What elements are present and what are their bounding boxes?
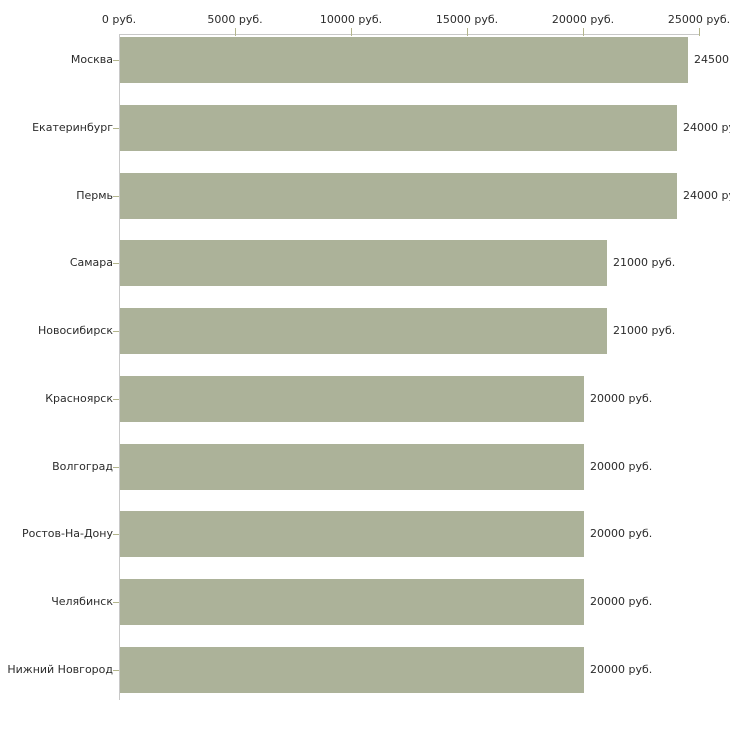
category-label: Красноярск <box>45 392 113 405</box>
category-label: Москва <box>70 53 113 66</box>
category-label: Ростов-На-Дону <box>21 527 113 540</box>
x-tick-label: 20000 руб. <box>551 13 615 26</box>
bar-10 <box>120 647 584 693</box>
bar-6 <box>120 376 584 422</box>
x-tick-mark <box>583 28 584 36</box>
x-tick-label: 15000 руб. <box>435 13 499 26</box>
x-tick-mark <box>235 28 236 36</box>
x-axis-line <box>119 34 700 35</box>
bar-8 <box>120 511 584 557</box>
category-tick-mark <box>113 670 119 671</box>
bar-value-label: 20000 руб. <box>590 663 653 676</box>
category-tick-mark <box>113 399 119 400</box>
x-tick-mark <box>699 28 700 36</box>
bar-value-label: 24000 руб. <box>683 121 730 134</box>
x-tick-label: 25000 руб. <box>667 13 730 26</box>
x-tick-label: 10000 руб. <box>319 13 383 26</box>
category-tick-mark <box>113 60 119 61</box>
category-tick-mark <box>113 602 119 603</box>
category-label: Самара <box>69 256 113 269</box>
category-tick-mark <box>113 263 119 264</box>
x-tick-label: 5000 руб. <box>207 13 263 26</box>
bar-value-label: 21000 руб. <box>613 256 676 269</box>
bar-value-label: 20000 руб. <box>590 527 653 540</box>
category-label: Волгоград <box>52 460 113 473</box>
category-tick-mark <box>113 196 119 197</box>
bar-5 <box>120 308 607 354</box>
category-label: Екатеринбург <box>32 121 113 134</box>
bar-value-label: 20000 руб. <box>590 460 653 473</box>
category-label: Новосибирск <box>37 324 113 337</box>
category-label: Пермь <box>76 189 113 202</box>
bar-value-label: 24000 руб. <box>683 189 730 202</box>
x-tick-mark <box>351 28 352 36</box>
bar-1 <box>120 37 688 83</box>
bar-value-label: 24500 руб. <box>694 53 730 66</box>
bar-9 <box>120 579 584 625</box>
bar-value-label: 20000 руб. <box>590 595 653 608</box>
category-label: Челябинск <box>51 595 113 608</box>
bar-2 <box>120 105 677 151</box>
bar-value-label: 21000 руб. <box>613 324 676 337</box>
x-tick-mark <box>467 28 468 36</box>
category-tick-mark <box>113 331 119 332</box>
bar-value-label: 20000 руб. <box>590 392 653 405</box>
x-tick-label: 0 руб. <box>101 13 137 26</box>
category-tick-mark <box>113 467 119 468</box>
bar-3 <box>120 173 677 219</box>
category-label: Нижний Новгород <box>7 663 113 676</box>
y-axis-line <box>119 34 120 700</box>
bar-7 <box>120 444 584 490</box>
category-tick-mark <box>113 128 119 129</box>
bar-4 <box>120 240 607 286</box>
category-tick-mark <box>113 534 119 535</box>
